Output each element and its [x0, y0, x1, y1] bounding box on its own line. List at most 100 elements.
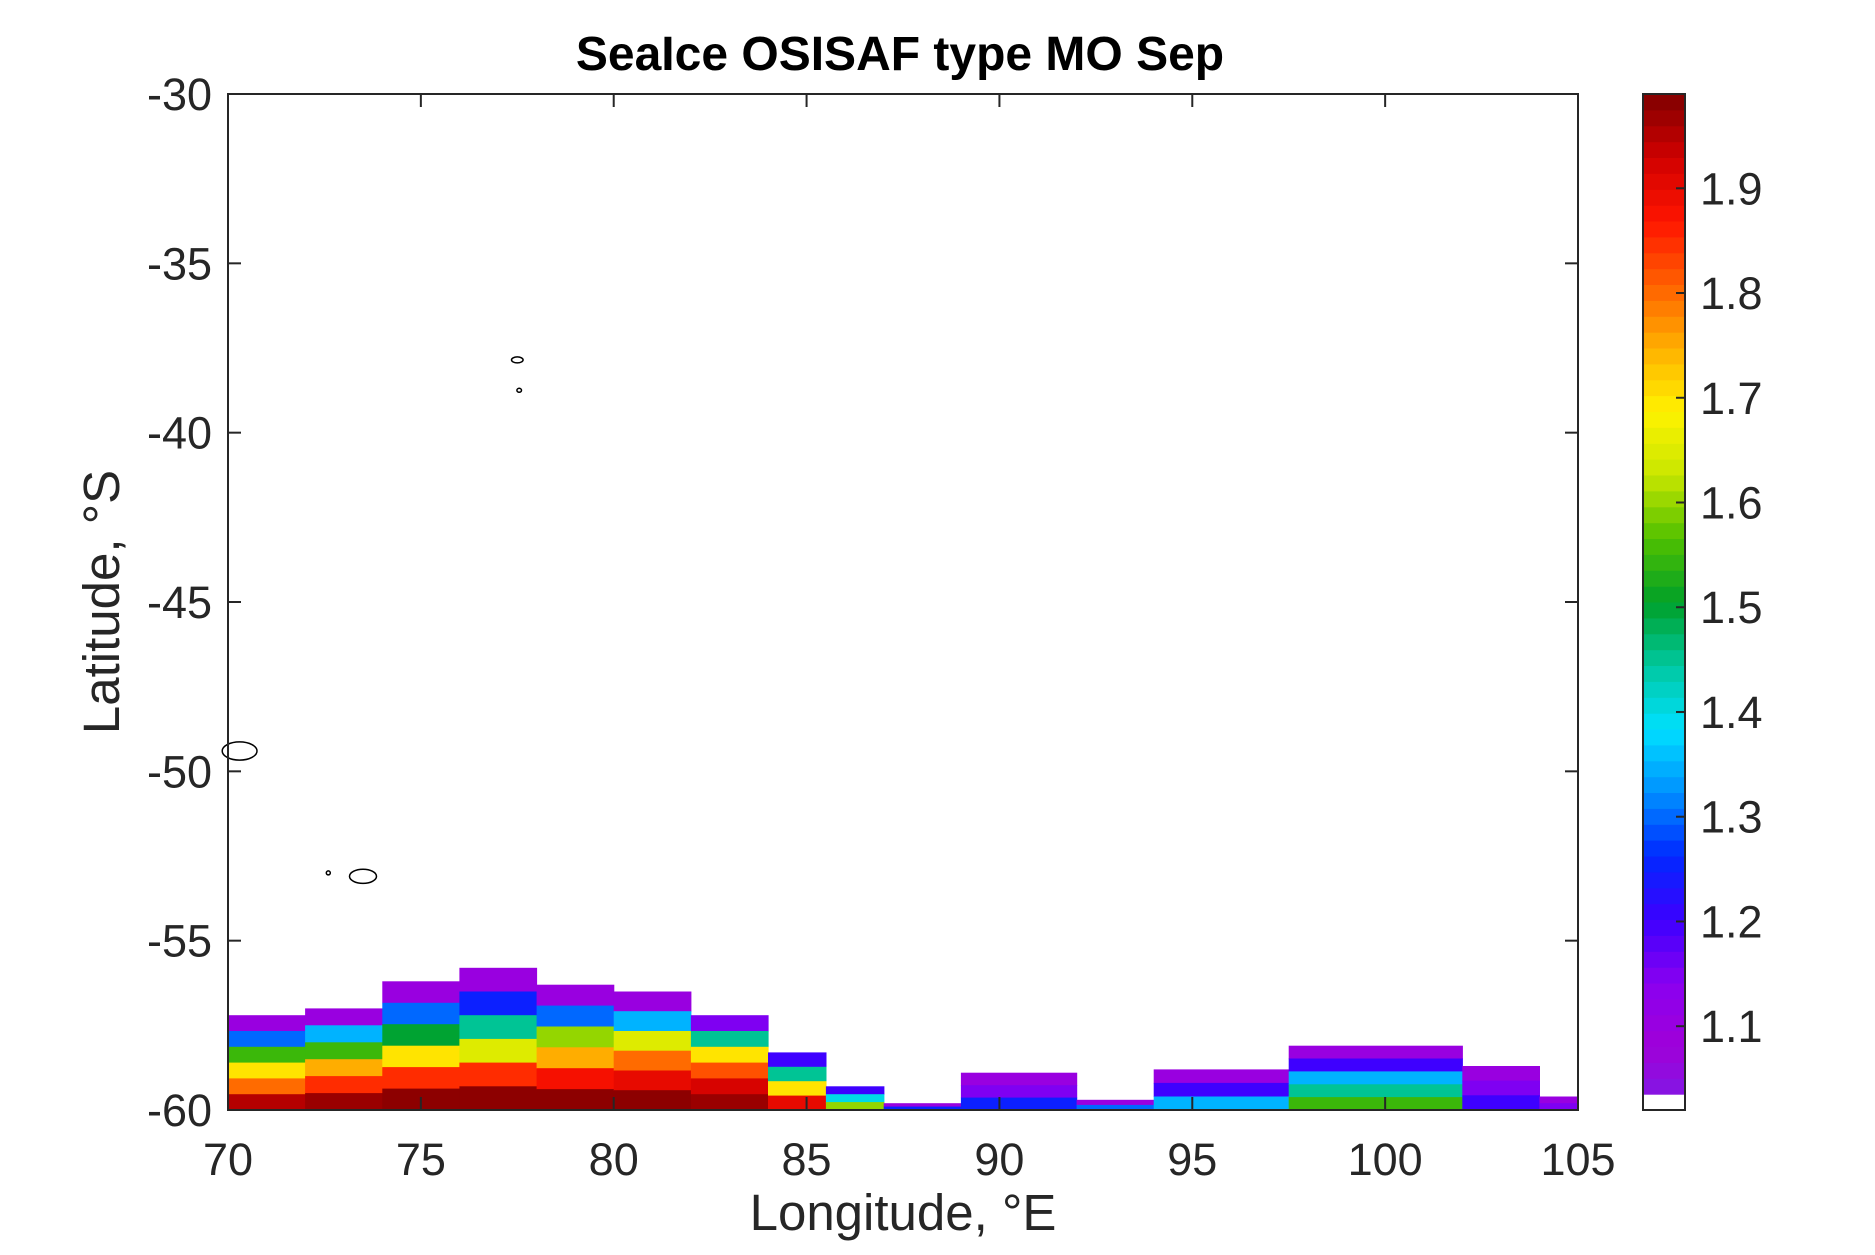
colorbar-bin — [1643, 300, 1685, 317]
x-tick-label: 80 — [589, 1134, 639, 1185]
colorbar-bin — [1643, 522, 1685, 539]
heatmap-cell — [1288, 1097, 1463, 1111]
colorbar-bin — [1643, 1030, 1685, 1047]
heatmap-cell — [459, 967, 538, 993]
colorbar-bin — [1643, 602, 1685, 619]
heatmap-cell — [1288, 1058, 1463, 1072]
colorbar-bin — [1643, 173, 1685, 190]
colorbar-tick-label: 1.6 — [1700, 477, 1763, 528]
island-outline — [325, 870, 332, 876]
heatmap-cell — [305, 1025, 383, 1043]
heatmap-cell — [228, 1062, 306, 1079]
colorbar-tick-label: 1.9 — [1700, 163, 1763, 214]
colorbar-bin — [1643, 363, 1685, 381]
x-tick-label: 90 — [974, 1134, 1024, 1185]
heatmap-cell — [228, 1046, 306, 1064]
heatmap-cell — [459, 1086, 538, 1111]
colorbar-bin — [1643, 824, 1685, 841]
colorbar-bin — [1643, 983, 1685, 1000]
heatmap-cell — [1539, 1103, 1579, 1111]
colorbar-frame — [1642, 93, 1686, 1111]
heatmap-cell — [1153, 1082, 1290, 1097]
heatmap-cell — [690, 1094, 769, 1111]
colorbar-bin — [1643, 586, 1685, 603]
colorbar-bin — [1643, 1062, 1685, 1079]
heatmap-cell — [536, 1026, 615, 1048]
island-outline — [221, 741, 258, 761]
heatmap-cell — [960, 1072, 1078, 1086]
colorbar-bin — [1643, 109, 1685, 127]
x-axis-label: Longitude, °E — [750, 1184, 1057, 1241]
heatmap-cell — [1462, 1066, 1540, 1082]
y-tick-label: -55 — [147, 916, 212, 967]
colorbar-bin — [1643, 379, 1685, 397]
colorbar-bin — [1643, 903, 1685, 920]
heatmap-cell — [768, 1081, 827, 1097]
colorbar-bin — [1643, 284, 1685, 301]
heatmap-cell — [825, 1102, 885, 1111]
heatmap-cell — [305, 1008, 383, 1026]
heatmap-cell — [459, 991, 538, 1016]
colorbar-bin — [1643, 871, 1685, 889]
colorbar-bin — [1643, 808, 1685, 825]
colorbar-bin — [1643, 998, 1685, 1016]
heatmap-cell — [382, 1002, 460, 1025]
colorbar-bin — [1643, 1014, 1685, 1032]
island-outline — [516, 387, 523, 394]
colorbar-bin — [1643, 189, 1685, 206]
heatmap-cell — [382, 1045, 460, 1068]
colorbar-bin — [1643, 792, 1685, 809]
island-outline — [348, 868, 378, 885]
colorbar-bin — [1643, 205, 1685, 222]
heatmap-cell — [228, 1078, 306, 1095]
colorbar-bin — [1643, 252, 1685, 270]
heatmap-cell — [613, 1070, 692, 1091]
colorbar-tick-label: 1.7 — [1700, 373, 1763, 424]
colorbar-tick-label: 1.8 — [1700, 268, 1763, 319]
y-tick-label: -45 — [147, 577, 212, 628]
heatmap-cell — [536, 1047, 615, 1069]
heatmap-cell — [960, 1085, 1078, 1099]
y-axis-ticks: -30 -35 -40 -45 -50 -55 -60 — [147, 69, 1578, 1136]
heatmap-cell — [1462, 1095, 1540, 1111]
heatmap-cell — [382, 981, 460, 1004]
heatmap-cell — [1076, 1104, 1155, 1111]
heatmap-cell — [1153, 1069, 1290, 1084]
heatmap-cell — [613, 1011, 692, 1032]
island-outlines — [221, 356, 524, 885]
y-tick-label: -40 — [147, 408, 212, 459]
heatmap-cell — [613, 1090, 692, 1111]
colorbar-bin — [1643, 141, 1685, 158]
colorbar-bin — [1643, 967, 1685, 984]
heatmap-cell — [825, 1094, 885, 1103]
colorbar-bin — [1643, 713, 1685, 730]
colorbar-bin — [1643, 538, 1685, 555]
y-tick-label: -35 — [147, 238, 212, 289]
colorbar-tick-label: 1.1 — [1700, 1001, 1763, 1052]
heatmap-cell — [768, 1095, 827, 1111]
heatmap-cell — [613, 1031, 692, 1052]
colorbar-tick-label: 1.4 — [1700, 687, 1763, 738]
colorbar-bin — [1643, 919, 1685, 936]
colorbar-bin — [1643, 760, 1685, 778]
colorbar-bin — [1643, 411, 1685, 428]
colorbar-bin — [1643, 94, 1685, 111]
colorbar-bin — [1643, 332, 1685, 349]
heatmap-cell — [690, 1078, 769, 1095]
colorbar-bin — [1643, 570, 1685, 587]
heatmap-cell — [883, 1106, 962, 1111]
heatmap-cell — [883, 1103, 962, 1108]
colorbar-bin — [1643, 617, 1685, 635]
colorbar-bin — [1643, 1094, 1685, 1111]
colorbar-bin — [1643, 887, 1685, 905]
heatmap-cell — [305, 1059, 383, 1077]
colorbar-tick-label: 1.5 — [1700, 582, 1763, 633]
colorbar-bin — [1643, 1046, 1685, 1063]
colorbar-bin — [1643, 840, 1685, 857]
heatmap-cell — [382, 1024, 460, 1047]
y-tick-label: -50 — [147, 746, 212, 797]
heatmap-cell — [690, 1046, 769, 1064]
x-tick-label: 100 — [1348, 1134, 1423, 1185]
colorbar-bin — [1643, 490, 1685, 508]
